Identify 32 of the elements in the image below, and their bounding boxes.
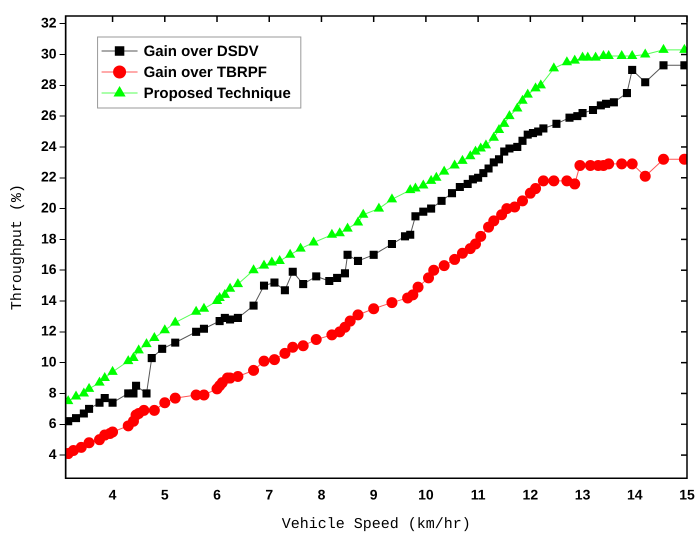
y-tick-label: 22	[40, 168, 57, 185]
y-tick-label: 26	[40, 107, 57, 124]
x-tick-label: 13	[574, 486, 591, 502]
x-tick-label: 12	[522, 486, 538, 502]
y-tick-label: 18	[40, 230, 57, 246]
y-tick-label: 28	[40, 76, 57, 92]
x-tick-label: 4	[108, 486, 117, 502]
x-tick-label: 11	[470, 486, 486, 502]
y-tick-label: 6	[48, 415, 57, 432]
x-tick-label: 5	[160, 486, 169, 502]
y-tick-label: 20	[40, 199, 57, 216]
y-tick-label: 14	[40, 292, 57, 308]
y-tick-label: 30	[40, 45, 57, 62]
y-tick-label: 16	[40, 261, 57, 278]
y-tick-label: 24	[40, 138, 57, 154]
y-tick-label: 32	[40, 14, 57, 31]
x-tick-label: 15	[679, 486, 695, 502]
x-tick-label: 8	[318, 486, 326, 502]
legend-label: Proposed Technique	[144, 85, 291, 102]
y-tick-label: 12	[40, 322, 57, 339]
x-tick-label: 6	[213, 486, 222, 502]
y-tick-label: 4	[48, 446, 57, 462]
legend-label: Gain over DSDV	[144, 43, 259, 60]
x-tick-label: 14	[626, 486, 643, 502]
x-tick-label: 9	[370, 486, 378, 502]
x-axis-title: Vehicle Speed (km/hr)	[282, 516, 471, 533]
y-tick-label: 10	[40, 354, 57, 370]
legend-label: Gain over TBRPF	[144, 64, 267, 82]
y-tick-label: 8	[48, 384, 57, 400]
x-tick-label: 7	[265, 486, 274, 502]
x-tick-label: 10	[418, 486, 434, 502]
y-axis-title: Throughput (%)	[8, 184, 26, 310]
